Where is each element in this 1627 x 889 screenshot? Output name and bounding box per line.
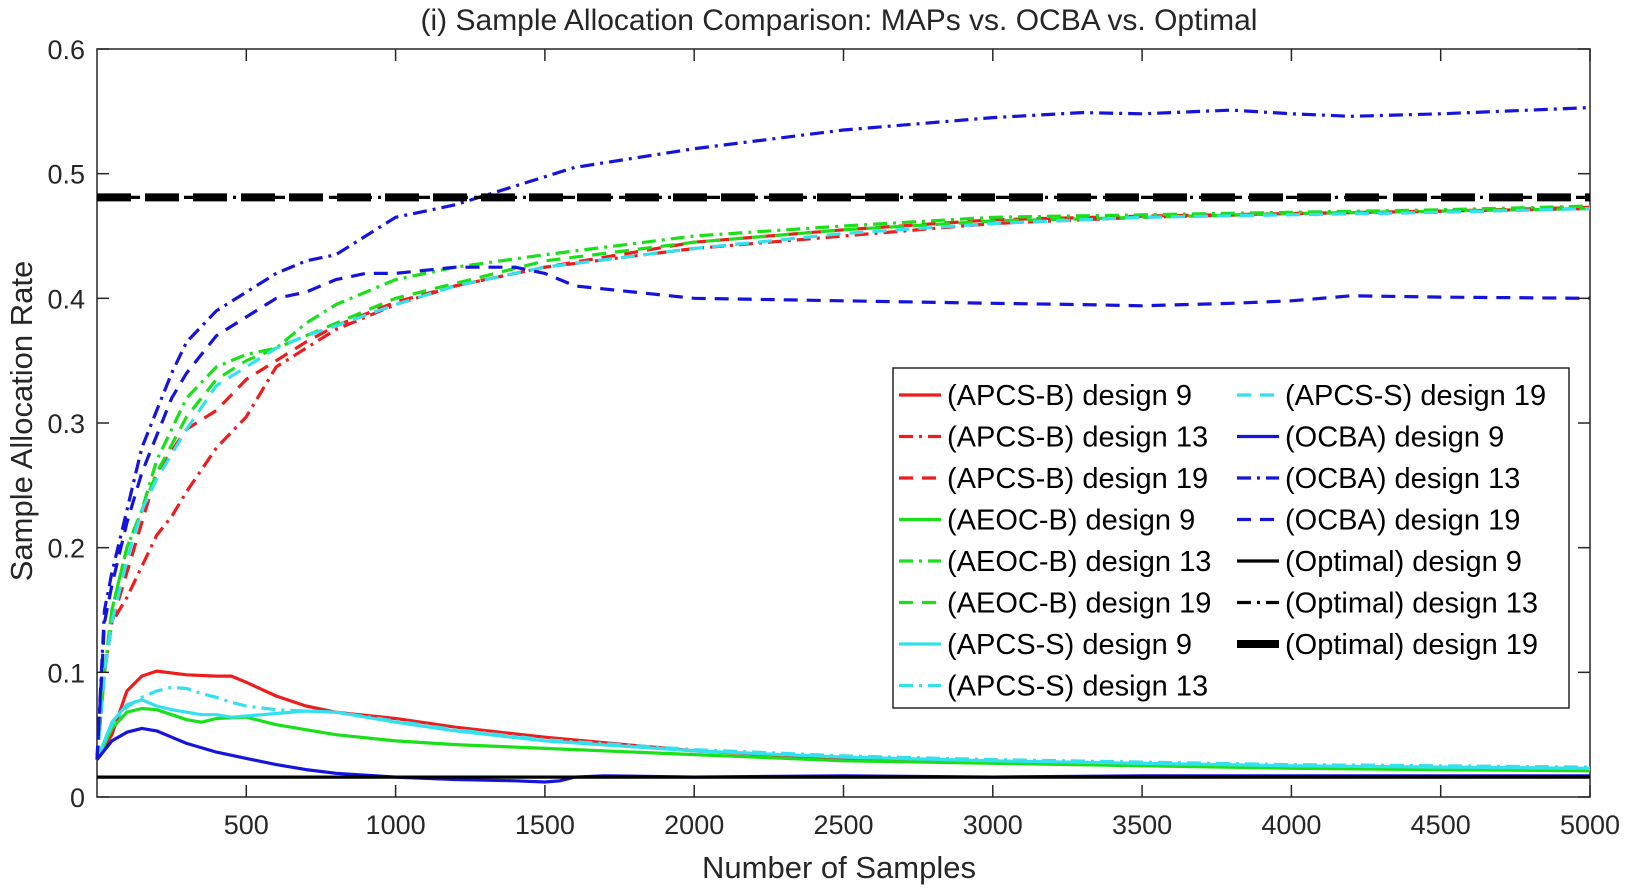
y-tick-label: 0.3 <box>47 409 85 439</box>
x-tick-label: 2000 <box>664 810 724 840</box>
legend-label-13: (Optimal) design 13 <box>1285 588 1538 620</box>
x-tick-label: 3000 <box>963 810 1023 840</box>
legend-label-1: (APCS-B) design 13 <box>947 422 1208 454</box>
legend: (APCS-B) design 9 (APCS-B) design 13 (APCS… <box>892 367 1570 709</box>
legend-label-3: (AEOC-B) design 9 <box>947 505 1195 537</box>
legend-label-2: (APCS-B) design 19 <box>947 463 1208 495</box>
x-tick-label: 1000 <box>366 810 426 840</box>
legend-label-11: (OCBA) design 19 <box>1285 505 1520 537</box>
y-axis-label: Sample Allocation Rate <box>4 261 39 582</box>
x-tick-label: 2500 <box>813 810 873 840</box>
series-line-10 <box>95 106 1591 760</box>
series-layer <box>95 106 1591 784</box>
legend-label-7: (APCS-S) design 13 <box>947 671 1208 703</box>
x-axis-label: Number of Samples <box>702 850 976 885</box>
x-tick-label: 500 <box>224 810 269 840</box>
x-tick-label: 4000 <box>1261 810 1321 840</box>
legend-label-10: (OCBA) design 13 <box>1285 463 1520 495</box>
x-tick-label: 1500 <box>515 810 575 840</box>
legend-label-0: (APCS-B) design 9 <box>947 380 1192 412</box>
legend-label-9: (OCBA) design 9 <box>1285 422 1504 454</box>
axes-layer: 500 1000 1500 2000 2500 3000 3500 4000 4500 5000 0… <box>47 35 1620 840</box>
x-tick-label: 4500 <box>1411 810 1471 840</box>
legend-label-14: (Optimal) design 19 <box>1285 629 1538 661</box>
legend-label-4: (AEOC-B) design 13 <box>947 546 1211 578</box>
y-tick-label: 0.4 <box>47 284 85 314</box>
y-tick-label: 0.6 <box>47 35 85 65</box>
x-tick-label: 3500 <box>1112 810 1172 840</box>
series-line-7 <box>95 685 1591 769</box>
chart-title: (i) Sample Allocation Comparison: MAPs v… <box>421 4 1258 37</box>
y-tick-label: 0.1 <box>47 658 85 688</box>
legend-label-12: (Optimal) design 9 <box>1285 546 1522 578</box>
legend-box <box>892 367 1570 709</box>
series-line-5 <box>95 207 1591 760</box>
y-tick-label: 0.5 <box>47 160 85 190</box>
y-tick-label: 0 <box>70 783 85 813</box>
series-line-8 <box>95 207 1591 760</box>
series-line-11 <box>95 265 1591 760</box>
y-tick-label: 0.2 <box>47 534 85 564</box>
legend-label-5: (AEOC-B) design 19 <box>947 588 1211 620</box>
x-tick-label: 5000 <box>1560 810 1620 840</box>
series-line-2 <box>95 207 1591 760</box>
legend-label-8: (APCS-S) design 19 <box>1285 380 1546 412</box>
series-line-3 <box>95 706 1591 773</box>
legend-label-6: (APCS-S) design 9 <box>947 629 1192 661</box>
